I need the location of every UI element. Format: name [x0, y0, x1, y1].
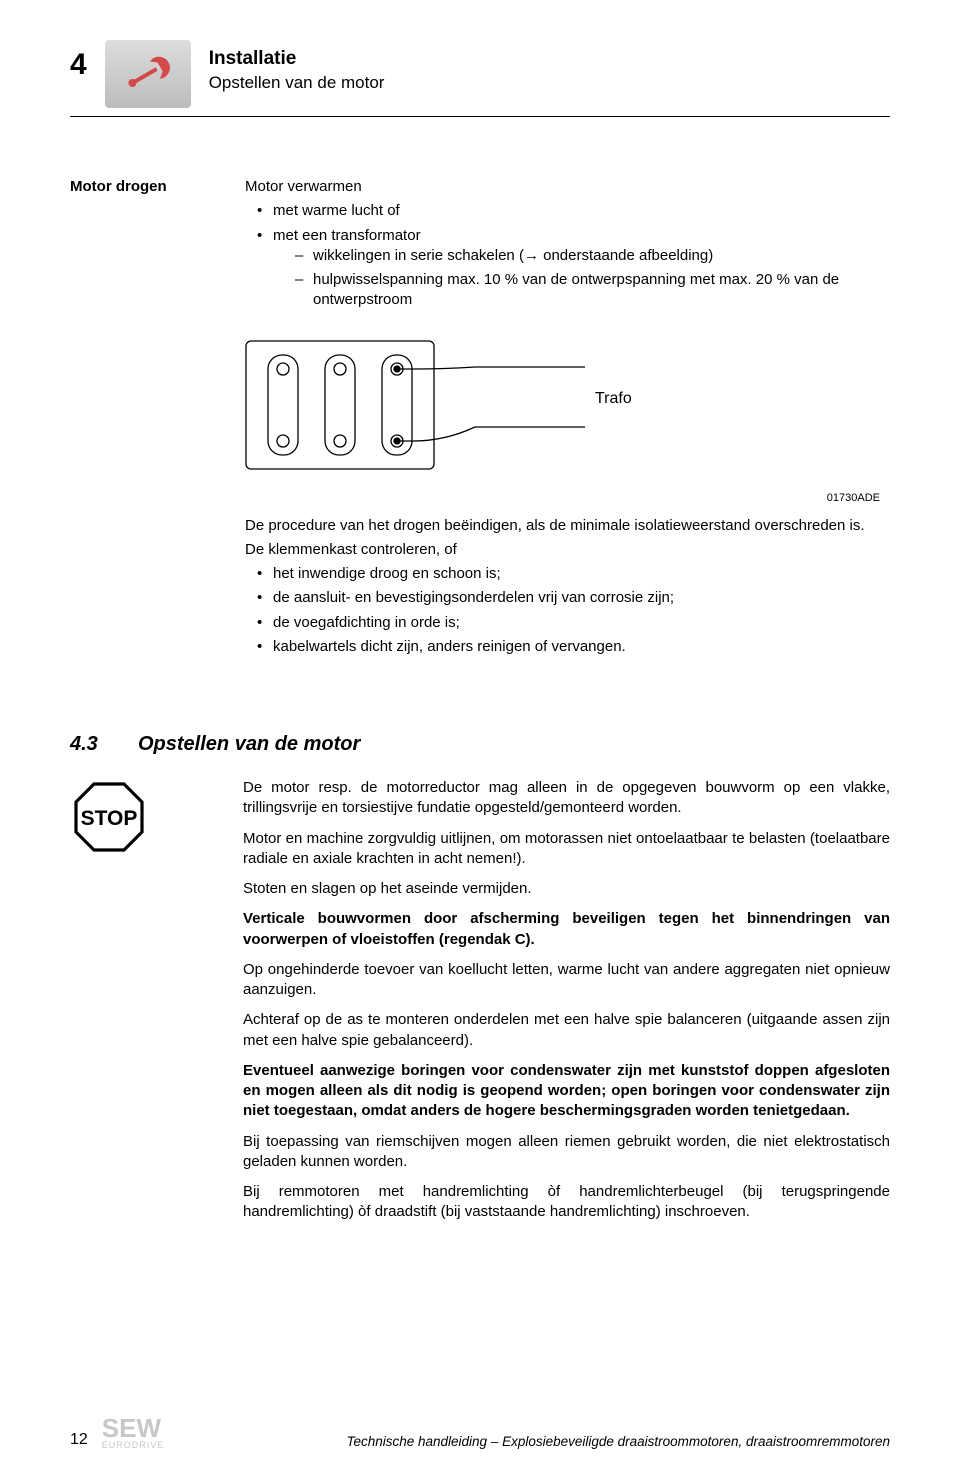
trafo-diagram: Trafo 01730ADE [245, 329, 890, 506]
body-text: Bij remmotoren met handremlichting òf ha… [243, 1182, 890, 1223]
page-header: 4 Installatie Opstellen van de motor [70, 40, 890, 117]
wrench-icon [105, 40, 191, 108]
page-subtitle: Opstellen van de motor [209, 72, 385, 95]
body-text: De motor resp. de motorreductor mag alle… [243, 778, 890, 819]
sew-logo: SEW EURODRIVE [102, 1418, 165, 1451]
body-text: De procedure van het drogen beëindigen, … [245, 516, 890, 536]
intro-line: Motor verwarmen [245, 177, 890, 197]
list-item: met warme lucht of [257, 201, 890, 221]
sub-item: hulpwisselspanning max. 10 % van de ontw… [295, 270, 890, 311]
svg-text:STOP: STOP [81, 807, 138, 830]
body-text: Motor en machine zorgvuldig uitlijnen, o… [243, 829, 890, 870]
chapter-number: 4 [70, 40, 87, 80]
page-number: 12 [70, 1429, 88, 1451]
body-text: Stoten en slagen op het aseinde vermijde… [243, 879, 890, 899]
side-heading-motor-drogen: Motor drogen [70, 177, 215, 661]
logo-sub: EURODRIVE [102, 1439, 165, 1451]
body-text: Bij toepassing van riemschijven mogen al… [243, 1132, 890, 1173]
list-item: met een transformator wikkelingen in ser… [257, 226, 890, 311]
body-text-bold: Verticale bouwvormen door afscherming be… [243, 909, 890, 950]
footer-text: Technische handleiding – Explosiebeveili… [178, 1433, 890, 1451]
body-text: Op ongehinderde toevoer van koellucht le… [243, 960, 890, 1001]
warming-options: met warme lucht of met een transformator… [245, 201, 890, 310]
trafo-label: Trafo [595, 390, 632, 407]
list-item: de aansluit- en bevestigingsonderdelen v… [257, 588, 890, 608]
check-list: het inwendige droog en schoon is; de aan… [245, 564, 890, 657]
section-title: Opstellen van de motor [138, 731, 360, 758]
section-number: 4.3 [70, 731, 110, 758]
logo-main: SEW [102, 1418, 165, 1439]
body-text: Achteraf op de as te monteren onderdelen… [243, 1010, 890, 1051]
stop-icon: STOP [70, 778, 148, 856]
page-title: Installatie [209, 46, 385, 72]
body-text: De klemmenkast controleren, of [245, 540, 890, 560]
body-text-bold: Eventueel aanwezige boringen voor conden… [243, 1061, 890, 1122]
list-item-label: met een transformator [273, 227, 421, 244]
page-footer: 12 SEW EURODRIVE Technische handleiding … [70, 1418, 890, 1451]
list-item: de voegafdichting in orde is; [257, 613, 890, 633]
list-item: het inwendige droog en schoon is; [257, 564, 890, 584]
sub-item: wikkelingen in serie schakelen (→ onders… [295, 246, 890, 266]
figure-code: 01730ADE [245, 491, 890, 506]
list-item: kabelwartels dicht zijn, anders reinigen… [257, 637, 890, 657]
